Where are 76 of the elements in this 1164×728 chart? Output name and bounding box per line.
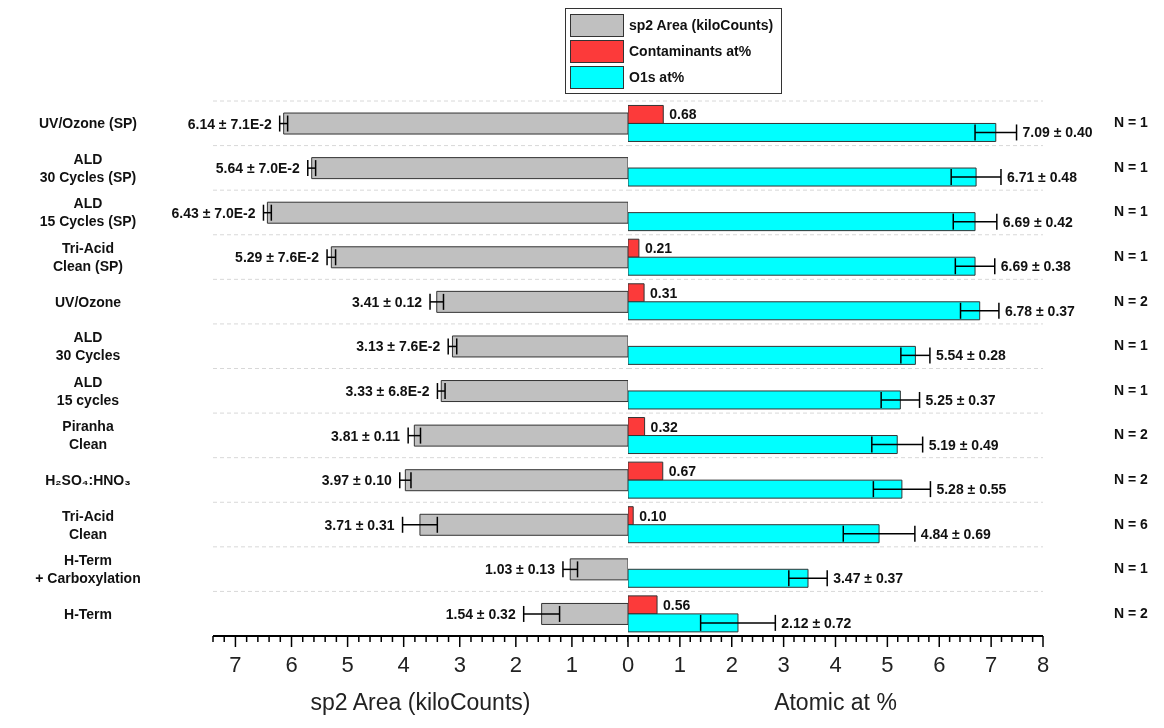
data-label: 0.68 <box>669 106 697 123</box>
y-tick-label: Tri-Acid Clean <box>61 507 115 542</box>
data-label: 6.71 ± 0.48 <box>1006 169 1078 186</box>
x-tick-label: 1 <box>565 652 579 677</box>
data-label: 0.10 <box>639 507 667 524</box>
data-label: 2.12 ± 0.72 <box>781 614 852 631</box>
x-tick-label: 6 <box>285 652 298 677</box>
text: N = 1 <box>1114 381 1148 398</box>
x-tick-label: 4 <box>397 652 410 677</box>
x-tick-label: 4 <box>829 652 842 677</box>
x-axis-title: sp2 Area (kiloCounts) <box>310 689 531 715</box>
x-tick-label: 5 <box>341 652 354 677</box>
x-tick-label: 3 <box>777 652 790 677</box>
y-tick-label: H-Term + Carboxylation <box>35 552 141 587</box>
y-tick-label: Tri-Acid Clean (SP) <box>52 240 124 275</box>
data-label: 3.41 ± 0.12 <box>352 293 423 310</box>
data-label: 1.54 ± 0.32 <box>445 605 516 622</box>
text: N = 1 <box>1114 337 1148 354</box>
data-label: 3.47 ± 0.37 <box>833 570 904 587</box>
data-label: 6.43 ± 7.0E-2 <box>171 204 256 221</box>
data-label: 3.13 ± 7.6E-2 <box>356 338 441 355</box>
data-label: 5.54 ± 0.28 <box>935 347 1007 364</box>
data-label: 0.56 <box>663 596 691 613</box>
y-tick-label: H-Term <box>64 605 112 622</box>
x-tick-label: 6 <box>933 652 946 677</box>
data-label: 5.29 ± 7.6E-2 <box>235 249 320 266</box>
text: N = 1 <box>1114 560 1148 577</box>
x-tick-label: 0 <box>621 652 635 677</box>
text: N = 2 <box>1114 470 1148 487</box>
y-tick-label: ALD 30 Cycles <box>55 329 121 364</box>
x-tick-label: 8 <box>1036 652 1050 677</box>
y-tick-label: UV/Ozone <box>54 293 122 310</box>
data-label: 5.25 ± 0.37 <box>925 391 996 408</box>
legend-label: Contaminants at% <box>629 43 752 59</box>
text: N = 2 <box>1114 604 1148 621</box>
data-label: 0.31 <box>650 284 678 301</box>
text: N = 1 <box>1114 248 1148 265</box>
data-label: 3.81 ± 0.11 <box>330 427 401 444</box>
text: N = 1 <box>1114 114 1148 131</box>
data-label: 3.33 ± 6.8E-2 <box>345 383 430 400</box>
x-tick-label: 2 <box>509 652 522 677</box>
text: N = 1 <box>1114 158 1148 175</box>
y-tick-label: UV/Ozone (SP) <box>38 115 138 132</box>
x-tick-label: 7 <box>229 652 242 677</box>
text: N = 1 <box>1114 203 1148 220</box>
text: N = 6 <box>1114 515 1148 532</box>
data-label: 0.32 <box>650 418 679 435</box>
y-tick-label: Piranha Clean <box>62 418 114 453</box>
x-tick-label: 1 <box>673 652 686 677</box>
data-label: 6.14 ± 7.1E-2 <box>187 115 272 132</box>
x-tick-label: 3 <box>453 652 466 677</box>
data-label: 6.78 ± 0.37 <box>1004 302 1076 319</box>
data-label: 1.03 ± 0.13 <box>484 561 556 578</box>
x-tick-label: 7 <box>985 652 998 677</box>
data-label: 0.21 <box>644 240 673 257</box>
text: N = 2 <box>1114 292 1148 309</box>
data-label: 4.84 ± 0.69 <box>920 525 992 542</box>
data-label: 6.69 ± 0.38 <box>1000 258 1071 275</box>
y-tick-label: ALD 15 cycles <box>56 373 120 408</box>
x-tick-label: 2 <box>725 652 738 677</box>
data-label: 6.69 ± 0.42 <box>1002 213 1073 230</box>
data-label: 5.19 ± 0.49 <box>928 436 999 453</box>
data-label: 5.64 ± 7.0E-2 <box>215 160 300 177</box>
data-label: 3.97 ± 0.10 <box>321 472 392 489</box>
y-tick-label: ALD 15 Cycles (SP) <box>39 195 137 230</box>
data-label: 7.09 ± 0.40 <box>1022 124 1093 141</box>
legend-label: sp2 Area (kiloCounts) <box>629 17 774 33</box>
data-label: 0.67 <box>668 463 697 480</box>
x-axis-title: Atomic at % <box>774 689 897 715</box>
data-label: 3.71 ± 0.31 <box>324 516 395 533</box>
data-label: 5.28 ± 0.55 <box>936 481 1007 498</box>
y-tick-label: ALD 30 Cycles (SP) <box>39 150 137 185</box>
y-tick-label: H₂SO₄:HNO₃ <box>45 471 131 488</box>
x-tick-label: 5 <box>881 652 894 677</box>
text: N = 2 <box>1114 426 1148 443</box>
legend-label: O1s at% <box>629 69 685 85</box>
